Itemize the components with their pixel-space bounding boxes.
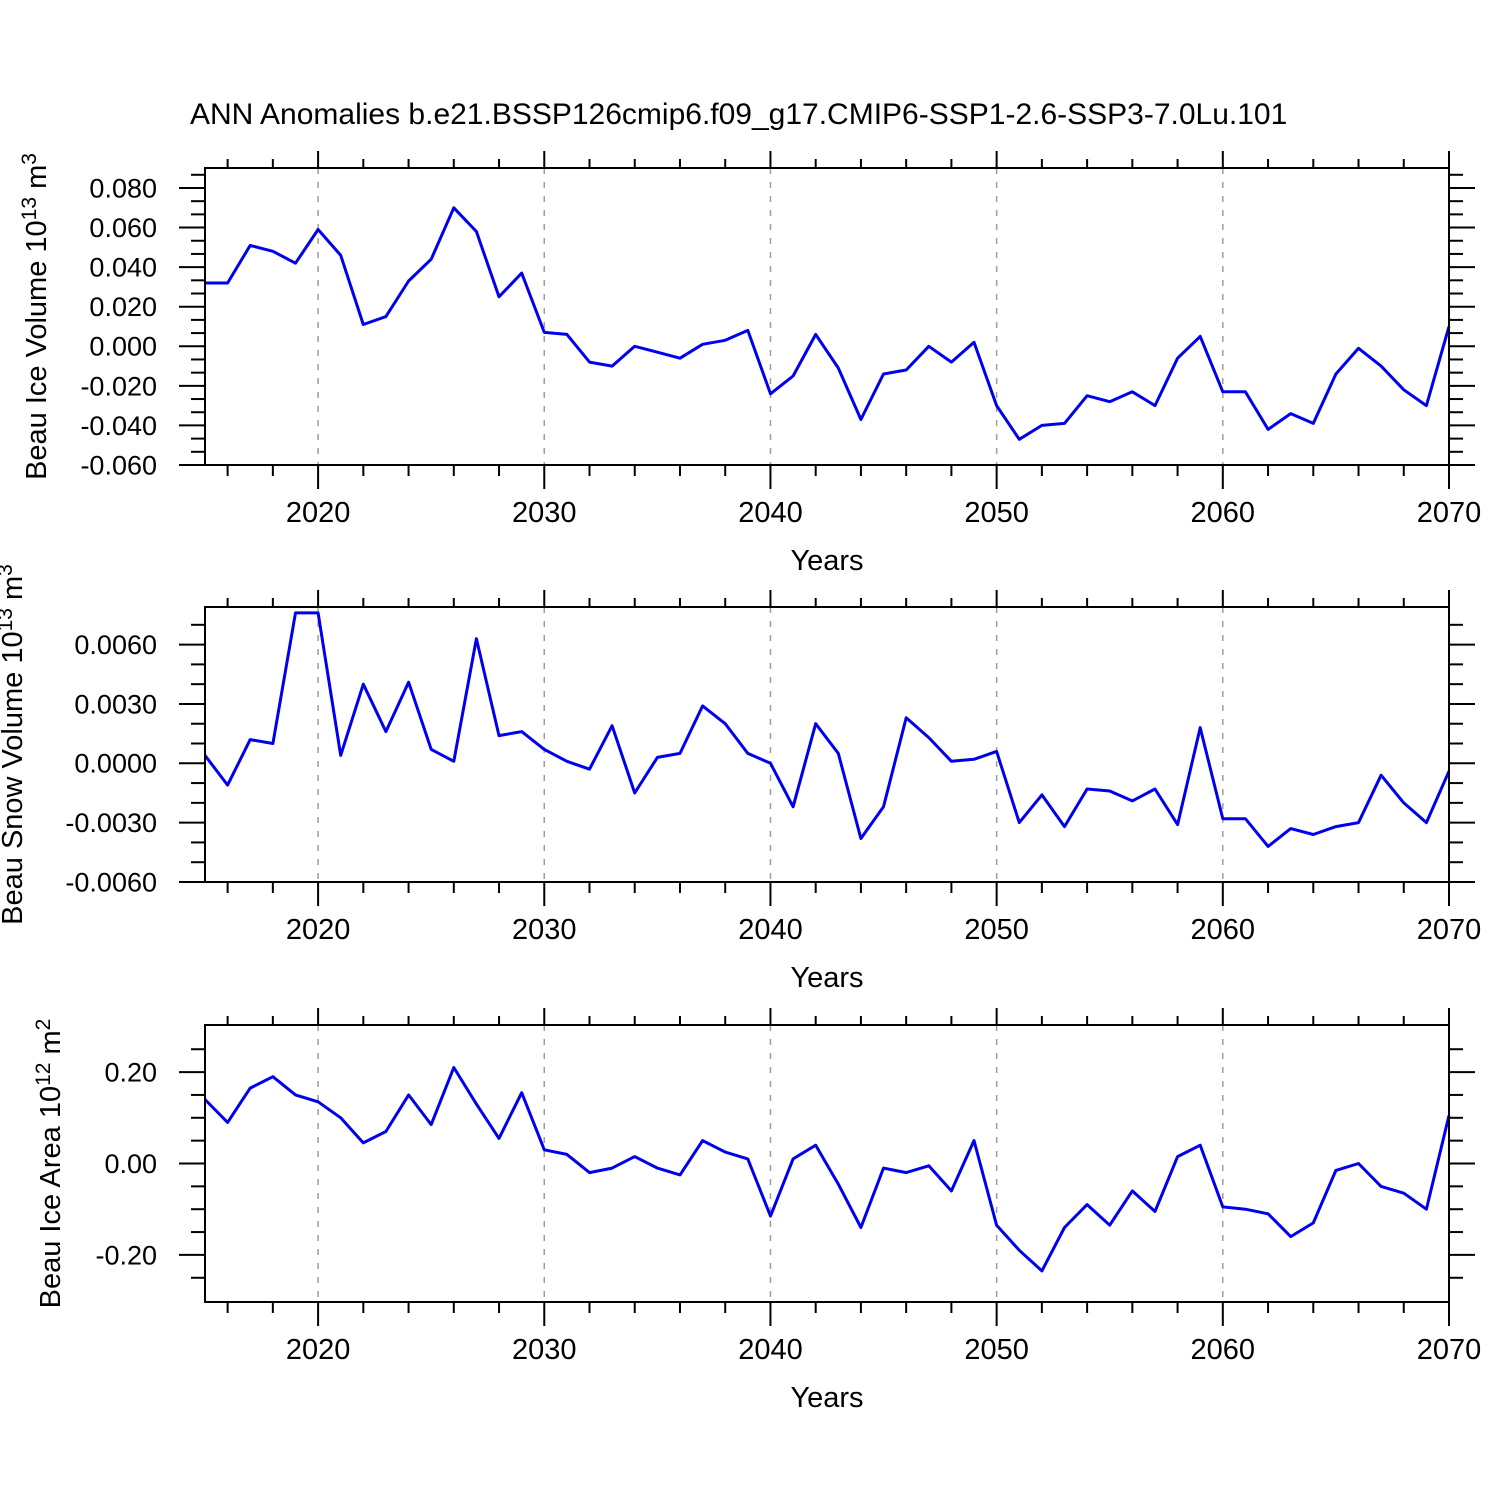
plot-box	[204, 167, 1450, 466]
series-line-beau-ice-volume	[205, 206, 1451, 441]
xtick-label: 2070	[1417, 914, 1482, 946]
decade-gridlines	[317, 1025, 1224, 1302]
y-axis-title: Beau Snow Volume 1013 m3	[0, 564, 29, 925]
xtick-label: 2050	[964, 914, 1029, 946]
axis-ticks	[179, 590, 1475, 906]
panel-beau-snow-volume: 0.0060 0.0030 0.0000 -0.0030 -0.0060 2020 2030…	[0, 564, 1481, 994]
chart-title: ANN Anomalies b.e21.BSSP126cmip6.f09_g17…	[190, 98, 1288, 131]
ytick-label: -0.040	[80, 411, 157, 441]
xtick-label: 2060	[1191, 914, 1256, 946]
ytick-label: -0.20	[95, 1240, 157, 1270]
x-axis-title: Years	[790, 962, 863, 994]
xtick-label: 2030	[512, 497, 577, 529]
xtick-label: 2030	[512, 914, 577, 946]
xtick-label: 2050	[964, 1334, 1029, 1366]
xtick-label: 2030	[512, 1334, 577, 1366]
xtick-label: 2020	[286, 497, 351, 529]
ytick-label: -0.060	[80, 450, 157, 480]
ytick-label: 0.20	[104, 1058, 157, 1088]
xtick-label: 2040	[738, 1334, 803, 1366]
ytick-label: 0.0000	[74, 749, 157, 779]
ytick-label: 0.0030	[74, 689, 157, 719]
ytick-label: 0.000	[89, 332, 157, 362]
xtick-label: 2040	[738, 914, 803, 946]
xtick-label: 2070	[1417, 497, 1482, 529]
decade-gridlines	[317, 607, 1224, 882]
y-axis-title: Beau Ice Area 1012 m2	[32, 1019, 67, 1309]
xtick-label: 2060	[1191, 497, 1256, 529]
ytick-label: -0.0060	[65, 867, 157, 897]
axis-ticks	[179, 1008, 1475, 1326]
x-axis-title: Years	[790, 1382, 863, 1414]
axis-labels: 0.20 0.00 -0.20 2020 2030 2040 2050 2060 2070 Yea…	[32, 1019, 1481, 1414]
axis-labels: 0.0060 0.0030 0.0000 -0.0030 -0.0060 2020 2030…	[0, 564, 1481, 994]
xtick-label: 2070	[1417, 1334, 1482, 1366]
axis-ticks	[179, 151, 1475, 489]
xtick-label: 2020	[286, 914, 351, 946]
ytick-label: 0.060	[89, 213, 157, 243]
ytick-label: 0.00	[104, 1149, 157, 1179]
ytick-label: -0.0030	[65, 808, 157, 838]
ytick-label: 0.080	[89, 173, 157, 203]
xtick-label: 2040	[738, 497, 803, 529]
series-line-beau-ice-area	[203, 1066, 1451, 1273]
decade-gridlines	[317, 168, 1224, 465]
axis-labels: 0.080 0.060 0.040 0.020 0.000 -0.020 -0.040 -0.…	[18, 153, 1481, 577]
series-line-beau-snow-volume	[203, 611, 1451, 848]
xtick-label: 2060	[1191, 1334, 1256, 1366]
panel-beau-ice-area: 0.20 0.00 -0.20 2020 2030 2040 2050 2060 2070 Yea…	[32, 1008, 1481, 1414]
y-axis-title: Beau Ice Volume 1013 m3	[18, 153, 53, 480]
panel-beau-ice-volume: 0.080 0.060 0.040 0.020 0.000 -0.020 -0.040 -0.…	[18, 151, 1481, 577]
ytick-label: 0.040	[89, 253, 157, 283]
ytick-label: 0.020	[89, 292, 157, 322]
xtick-label: 2020	[286, 1334, 351, 1366]
ytick-label: -0.020	[80, 371, 157, 401]
x-axis-title: Years	[790, 545, 863, 577]
xtick-label: 2050	[964, 497, 1029, 529]
ytick-label: 0.0060	[74, 630, 157, 660]
